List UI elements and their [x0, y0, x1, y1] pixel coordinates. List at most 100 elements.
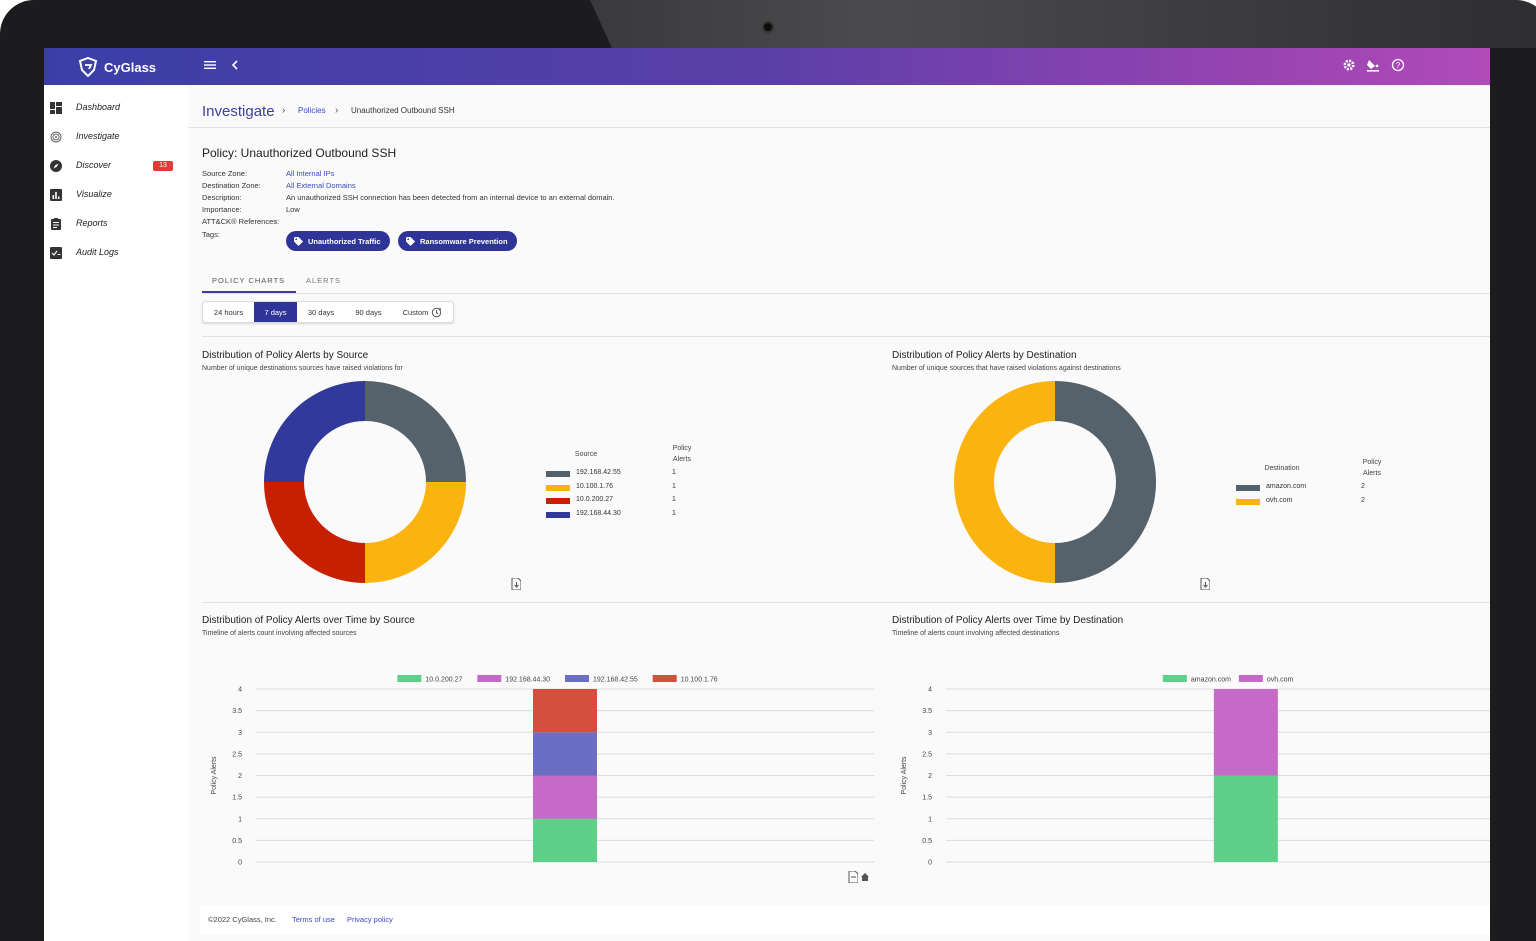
active-tab-indicator: [202, 291, 296, 293]
description-label: Description:: [202, 193, 242, 202]
time-range-toggle: 24 hours 7 days 30 days 90 days Custom: [202, 301, 454, 323]
legend-label: 10.100.1.76: [576, 482, 613, 490]
bar-segment-10.100.1.76[interactable]: [533, 689, 597, 733]
y-tick-label: 4: [928, 687, 932, 694]
sidebar-item-investigate[interactable]: Investigate: [44, 126, 188, 148]
destination-zone-label: Destination Zone:: [202, 181, 261, 190]
y-tick-label: 1.5: [232, 795, 242, 802]
download-source-chart-icon[interactable]: [511, 578, 521, 590]
tag-ransomware-prevention[interactable]: Ransomware Prevention: [398, 231, 517, 251]
y-tick-label: 1.5: [922, 795, 932, 802]
time-dest-title: Distribution of Policy Alerts over Time …: [892, 615, 1124, 626]
y-tick-label: 3.5: [922, 708, 932, 715]
range-24-hours-button[interactable]: 24 hours: [213, 307, 244, 317]
y-tick-label: 2.5: [922, 751, 932, 758]
legend-label: 10.0.200.27: [576, 496, 613, 504]
sidebar-item-audit-logs[interactable]: Audit Logs: [44, 242, 188, 264]
tag-label: Unauthorized Traffic: [308, 236, 381, 246]
menu-icon[interactable]: [204, 58, 216, 75]
legend-value: 1: [672, 469, 676, 476]
range-custom-button[interactable]: Custom: [392, 302, 453, 322]
legend-source-header: Source: [574, 451, 598, 458]
dashboard-icon: [50, 102, 62, 114]
sidebar-item-label: Discover: [76, 160, 112, 170]
legend-swatch: [546, 498, 570, 505]
paint-bucket-icon[interactable]: [1366, 58, 1380, 76]
footer-terms-link[interactable]: Terms of use: [292, 915, 335, 924]
policy-title: Policy: Unauthorized Outbound SSH: [202, 146, 397, 160]
attack-references-value: -: [274, 217, 277, 226]
source-zone-label: Source Zone:: [202, 169, 248, 178]
legend-label[interactable]: 192.168.44.30: [505, 677, 550, 684]
range-7-days-button[interactable]: 7 days: [254, 302, 297, 322]
importance-value: Low: [286, 205, 300, 214]
bar-segment-10.0.200.27[interactable]: [533, 818, 597, 862]
breadcrumb-chevron-icon: ›: [282, 105, 286, 116]
help-icon[interactable]: ?: [1391, 58, 1405, 76]
donut-slice-192.168.44.30[interactable]: [264, 381, 365, 482]
donut-slice-amazon.com[interactable]: [1055, 381, 1156, 583]
sidebar-item-label: Investigate: [76, 131, 120, 141]
collapse-chevron-icon[interactable]: [230, 58, 240, 75]
donut-dest-subtitle: Number of unique sources that have raise…: [892, 365, 1121, 372]
y-tick-label: 3: [928, 730, 932, 737]
breadcrumb-policies-link[interactable]: Policies: [298, 106, 326, 115]
destination-zone-link[interactable]: All External Domains: [286, 181, 356, 190]
footer-copyright: ©2022 CyGlass, Inc.: [208, 915, 277, 924]
legend-destination-header: Destination: [1264, 465, 1300, 472]
y-axis-label: Policy Alerts: [211, 756, 218, 795]
legend-value: 2: [1361, 496, 1365, 504]
sidebar-item-reports[interactable]: Reports: [44, 213, 188, 235]
bar-segment-192.168.42.55[interactable]: [533, 732, 597, 776]
time-source-subtitle: Timeline of alerts count involving affec…: [202, 630, 357, 637]
sidebar-item-visualize[interactable]: Visualize: [44, 184, 188, 206]
y-tick-label: 1: [928, 816, 932, 823]
y-tick-label: 0: [238, 860, 242, 866]
footer-privacy-link[interactable]: Privacy policy: [347, 915, 393, 924]
range-90-days-button[interactable]: 90 days: [355, 307, 382, 317]
tab-policy-charts[interactable]: POLICY CHARTS: [212, 276, 286, 285]
sidebar-item-discover[interactable]: Discover 13: [44, 155, 188, 177]
source-zone-link[interactable]: All Internal IPs: [286, 169, 335, 178]
donut-slice-10.100.1.76[interactable]: [365, 482, 466, 583]
tag-unauthorized-traffic[interactable]: Unauthorized Traffic: [286, 231, 390, 251]
legend-label[interactable]: amazon.com: [1191, 677, 1231, 684]
range-30-days-button[interactable]: 30 days: [307, 307, 335, 317]
legend-label[interactable]: 192.168.42.55: [593, 677, 638, 684]
legend-label: amazon.com: [1266, 483, 1307, 490]
legend-label[interactable]: 10.0.200.27: [425, 677, 462, 684]
legend-label: 192.168.44.30: [576, 509, 621, 517]
sidebar-item-label: Visualize: [76, 189, 112, 199]
legend-label[interactable]: ovh.com: [1267, 677, 1294, 684]
sidebar-item-label: Audit Logs: [76, 247, 119, 257]
home-icon[interactable]: [861, 873, 869, 881]
y-tick-label: 2.5: [232, 751, 242, 758]
legend-label[interactable]: 10.100.1.76: [681, 677, 718, 684]
donut-slice-10.0.200.27[interactable]: [264, 482, 365, 583]
legend-swatch: [477, 675, 502, 682]
legend-value: 2: [1361, 483, 1365, 490]
top-bar: CyGlass ?: [44, 48, 1490, 85]
legend-value: 1: [672, 509, 676, 517]
footer: ©2022 CyGlass, Inc. Terms of use Privacy…: [200, 905, 1490, 935]
download-destination-chart-icon[interactable]: [1200, 578, 1210, 590]
tab-alerts[interactable]: ALERTS: [306, 276, 342, 285]
download-time-source-chart-icon[interactable]: [848, 871, 858, 883]
donut-slice-192.168.42.55[interactable]: [365, 381, 466, 482]
sidebar-item-dashboard[interactable]: Dashboard: [44, 97, 188, 119]
attack-references-label: ATT&CK® References:: [202, 217, 280, 226]
header-divider: [188, 127, 1490, 128]
bar-segment-192.168.44.30[interactable]: [533, 775, 597, 819]
settings-gear-icon[interactable]: [1342, 58, 1356, 76]
charts-mid-divider: [202, 602, 1490, 603]
donut-slice-ovh.com[interactable]: [954, 381, 1055, 583]
legend-value: 1: [672, 482, 676, 490]
bar-segment-amazon.com[interactable]: [1213, 775, 1278, 863]
app-screen: CyGlass ? Dashboard Investigate Disco: [44, 48, 1490, 941]
range-custom-label: Custom: [402, 307, 429, 317]
page-title[interactable]: Investigate: [202, 103, 275, 120]
bar-segment-ovh.com[interactable]: [1213, 689, 1278, 776]
app-logo[interactable]: CyGlass: [78, 57, 156, 77]
sidebar: Dashboard Investigate Discover 13 Visual…: [44, 85, 188, 941]
